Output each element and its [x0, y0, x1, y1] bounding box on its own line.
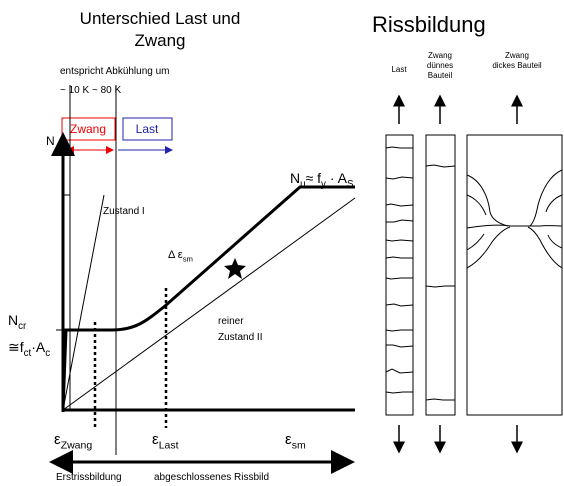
zustand-2-line	[62, 197, 356, 411]
label: Nu≈ fy · AS	[290, 170, 354, 190]
left-diagram: Unterschied Last und Zwang entspricht Ab…	[8, 9, 356, 483]
note: ~ 10 K ~ 80 K	[60, 85, 121, 96]
subscript: sm	[292, 440, 306, 452]
label: dünnes	[427, 61, 453, 70]
label: Zwang	[428, 51, 452, 60]
text: ε	[152, 431, 159, 448]
text: ·A	[31, 339, 46, 355]
text: ≈ f	[306, 170, 322, 186]
star	[224, 258, 246, 279]
text: N	[290, 170, 300, 186]
label: Zwang	[70, 122, 106, 136]
subscript: Last	[159, 440, 179, 452]
text: ≅f	[8, 339, 24, 355]
arrows	[393, 94, 523, 454]
title: Rissbildung	[372, 12, 486, 37]
label: εLast	[152, 431, 179, 452]
note: entspricht Abkühlung um	[60, 66, 170, 77]
title: Unterschied Last und	[80, 9, 241, 28]
zwang-box	[61, 117, 116, 141]
label: reiner	[218, 316, 244, 327]
last-box	[122, 117, 173, 141]
label: εsm	[285, 431, 306, 452]
text: Δ ε	[168, 249, 183, 261]
text: ε	[285, 431, 292, 448]
subscript: u	[300, 179, 305, 190]
axis-label: N	[46, 134, 55, 148]
specimen	[425, 134, 456, 416]
title: Zwang	[134, 31, 185, 50]
label: Last	[136, 122, 159, 136]
label: ≅fct·Ac	[8, 339, 50, 359]
specimen	[385, 134, 414, 416]
subscript: cr	[18, 321, 27, 332]
right-diagram: Rissbildung Last Zwang dünnes Bauteil Zw…	[372, 12, 563, 454]
label: Ncr	[8, 312, 27, 332]
text: ε	[54, 431, 61, 448]
subscript: Zwang	[61, 440, 93, 452]
subscript: c	[45, 348, 50, 359]
label: dickes Bauteil	[492, 61, 542, 70]
label: Zustand II	[218, 332, 262, 343]
subscript: S	[347, 179, 354, 190]
label: Last	[391, 65, 407, 74]
subscript: ct	[24, 348, 32, 359]
label: Bauteil	[428, 71, 453, 80]
cracks	[385, 146, 563, 401]
label: Erstrissbildung	[56, 472, 122, 483]
curve	[61, 185, 355, 411]
subscript: sm	[183, 254, 193, 263]
label: Zustand I	[103, 206, 145, 217]
label: Zwang	[505, 51, 529, 60]
text: N	[8, 312, 18, 328]
specimen	[466, 134, 563, 416]
zustand-1-line	[62, 194, 105, 411]
text: · A	[326, 170, 348, 186]
subscript: y	[321, 179, 326, 190]
label: εZwang	[54, 431, 92, 452]
label: abgeschlossenes Rissbild	[154, 472, 269, 483]
label: Δ εsm	[168, 249, 193, 263]
